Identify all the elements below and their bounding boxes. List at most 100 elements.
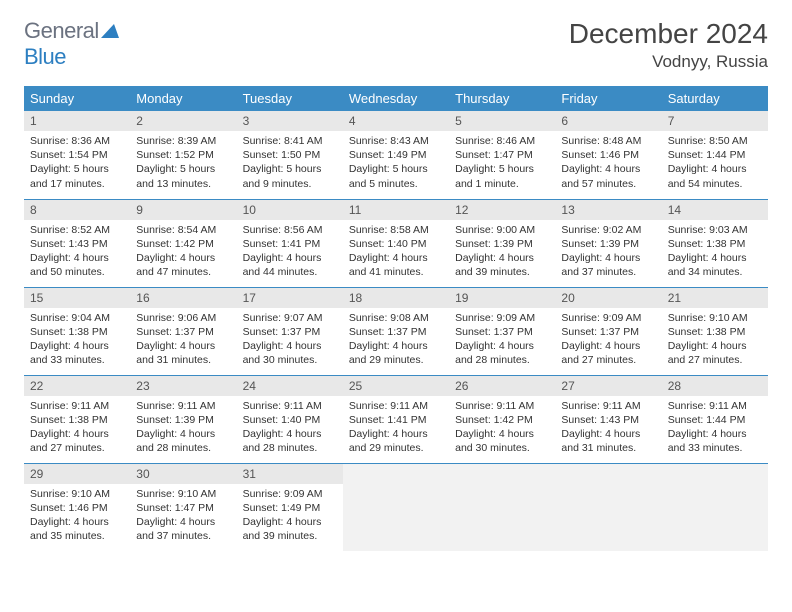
sunrise-text: Sunrise: 9:06 AM [136,311,230,325]
sunrise-text: Sunrise: 9:10 AM [30,487,124,501]
sunset-text: Sunset: 1:41 PM [243,237,337,251]
day-body: Sunrise: 9:11 AMSunset: 1:41 PMDaylight:… [343,396,449,462]
calendar-day: 5Sunrise: 8:46 AMSunset: 1:47 PMDaylight… [449,111,555,199]
day-number: 7 [662,111,768,131]
day-number: 30 [130,464,236,484]
calendar-day: 9Sunrise: 8:54 AMSunset: 1:42 PMDaylight… [130,199,236,287]
day-body: Sunrise: 8:43 AMSunset: 1:49 PMDaylight:… [343,131,449,197]
sunrise-text: Sunrise: 9:08 AM [349,311,443,325]
sunrise-text: Sunrise: 9:11 AM [136,399,230,413]
day-number: 8 [24,200,130,220]
day-number: 25 [343,376,449,396]
calendar-day: 3Sunrise: 8:41 AMSunset: 1:50 PMDaylight… [237,111,343,199]
header: General Blue December 2024 Vodnyy, Russi… [24,18,768,72]
day-body: Sunrise: 9:11 AMSunset: 1:44 PMDaylight:… [662,396,768,462]
logo-part2: Blue [24,44,66,69]
calendar-head: SundayMondayTuesdayWednesdayThursdayFrid… [24,86,768,111]
sunset-text: Sunset: 1:42 PM [136,237,230,251]
day-number: 29 [24,464,130,484]
calendar-day-empty [662,463,768,551]
daylight-text: Daylight: 4 hours and 35 minutes. [30,515,124,543]
daylight-text: Daylight: 4 hours and 27 minutes. [668,339,762,367]
day-number: 14 [662,200,768,220]
sunset-text: Sunset: 1:40 PM [349,237,443,251]
weekday-header: Tuesday [237,86,343,111]
sunrise-text: Sunrise: 9:11 AM [243,399,337,413]
day-number: 16 [130,288,236,308]
daylight-text: Daylight: 4 hours and 54 minutes. [668,162,762,190]
calendar-day: 25Sunrise: 9:11 AMSunset: 1:41 PMDayligh… [343,375,449,463]
weekday-header: Wednesday [343,86,449,111]
sunrise-text: Sunrise: 9:09 AM [243,487,337,501]
day-body: Sunrise: 8:56 AMSunset: 1:41 PMDaylight:… [237,220,343,286]
sunrise-text: Sunrise: 9:09 AM [561,311,655,325]
day-body: Sunrise: 9:11 AMSunset: 1:43 PMDaylight:… [555,396,661,462]
daylight-text: Daylight: 5 hours and 1 minute. [455,162,549,190]
sunset-text: Sunset: 1:43 PM [30,237,124,251]
sunset-text: Sunset: 1:49 PM [243,501,337,515]
weekday-header: Friday [555,86,661,111]
sunrise-text: Sunrise: 9:04 AM [30,311,124,325]
sunrise-text: Sunrise: 9:11 AM [30,399,124,413]
calendar-day: 12Sunrise: 9:00 AMSunset: 1:39 PMDayligh… [449,199,555,287]
calendar-week: 1Sunrise: 8:36 AMSunset: 1:54 PMDaylight… [24,111,768,199]
daylight-text: Daylight: 5 hours and 9 minutes. [243,162,337,190]
day-body: Sunrise: 9:11 AMSunset: 1:38 PMDaylight:… [24,396,130,462]
weekday-header: Saturday [662,86,768,111]
sunrise-text: Sunrise: 9:11 AM [349,399,443,413]
sunset-text: Sunset: 1:39 PM [561,237,655,251]
daylight-text: Daylight: 4 hours and 30 minutes. [243,339,337,367]
calendar-day: 20Sunrise: 9:09 AMSunset: 1:37 PMDayligh… [555,287,661,375]
calendar-week: 22Sunrise: 9:11 AMSunset: 1:38 PMDayligh… [24,375,768,463]
daylight-text: Daylight: 4 hours and 33 minutes. [30,339,124,367]
day-number: 18 [343,288,449,308]
sunset-text: Sunset: 1:46 PM [561,148,655,162]
sunset-text: Sunset: 1:38 PM [30,413,124,427]
sunset-text: Sunset: 1:37 PM [561,325,655,339]
calendar-day: 8Sunrise: 8:52 AMSunset: 1:43 PMDaylight… [24,199,130,287]
sunrise-text: Sunrise: 9:00 AM [455,223,549,237]
logo-triangle-icon [101,18,119,43]
daylight-text: Daylight: 5 hours and 17 minutes. [30,162,124,190]
logo-part1: General [24,18,99,43]
calendar-table: SundayMondayTuesdayWednesdayThursdayFrid… [24,86,768,551]
day-body: Sunrise: 9:06 AMSunset: 1:37 PMDaylight:… [130,308,236,374]
day-number: 9 [130,200,236,220]
calendar-day: 16Sunrise: 9:06 AMSunset: 1:37 PMDayligh… [130,287,236,375]
day-number: 5 [449,111,555,131]
calendar-day: 15Sunrise: 9:04 AMSunset: 1:38 PMDayligh… [24,287,130,375]
day-body: Sunrise: 9:03 AMSunset: 1:38 PMDaylight:… [662,220,768,286]
daylight-text: Daylight: 4 hours and 39 minutes. [243,515,337,543]
sunset-text: Sunset: 1:42 PM [455,413,549,427]
sunset-text: Sunset: 1:44 PM [668,148,762,162]
day-body: Sunrise: 8:50 AMSunset: 1:44 PMDaylight:… [662,131,768,197]
sunrise-text: Sunrise: 8:48 AM [561,134,655,148]
sunset-text: Sunset: 1:39 PM [136,413,230,427]
day-body: Sunrise: 9:09 AMSunset: 1:49 PMDaylight:… [237,484,343,550]
sunrise-text: Sunrise: 9:09 AM [455,311,549,325]
calendar-day-empty [449,463,555,551]
calendar-day: 13Sunrise: 9:02 AMSunset: 1:39 PMDayligh… [555,199,661,287]
daylight-text: Daylight: 4 hours and 50 minutes. [30,251,124,279]
sunset-text: Sunset: 1:44 PM [668,413,762,427]
daylight-text: Daylight: 4 hours and 37 minutes. [561,251,655,279]
calendar-day: 22Sunrise: 9:11 AMSunset: 1:38 PMDayligh… [24,375,130,463]
calendar-week: 8Sunrise: 8:52 AMSunset: 1:43 PMDaylight… [24,199,768,287]
sunset-text: Sunset: 1:37 PM [349,325,443,339]
day-number: 2 [130,111,236,131]
daylight-text: Daylight: 4 hours and 41 minutes. [349,251,443,279]
sunset-text: Sunset: 1:47 PM [455,148,549,162]
sunrise-text: Sunrise: 8:56 AM [243,223,337,237]
sunrise-text: Sunrise: 9:11 AM [561,399,655,413]
day-number: 23 [130,376,236,396]
daylight-text: Daylight: 4 hours and 37 minutes. [136,515,230,543]
day-number: 20 [555,288,661,308]
calendar-day: 26Sunrise: 9:11 AMSunset: 1:42 PMDayligh… [449,375,555,463]
day-number: 28 [662,376,768,396]
day-number: 22 [24,376,130,396]
day-body: Sunrise: 9:10 AMSunset: 1:46 PMDaylight:… [24,484,130,550]
calendar-day: 17Sunrise: 9:07 AMSunset: 1:37 PMDayligh… [237,287,343,375]
sunrise-text: Sunrise: 8:41 AM [243,134,337,148]
day-body: Sunrise: 8:58 AMSunset: 1:40 PMDaylight:… [343,220,449,286]
sunrise-text: Sunrise: 9:03 AM [668,223,762,237]
